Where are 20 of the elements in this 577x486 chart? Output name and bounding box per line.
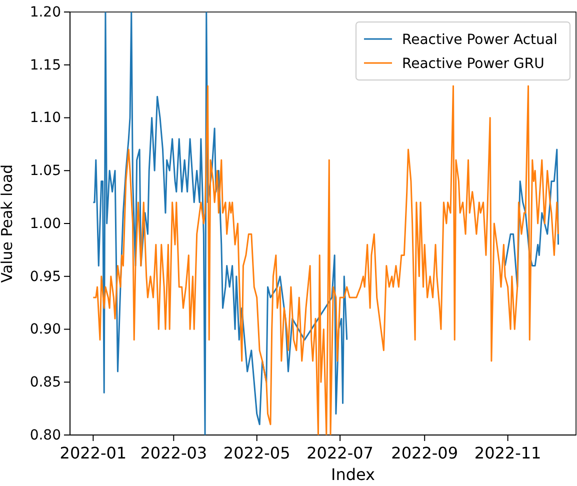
x-axis-title: Index xyxy=(330,465,376,484)
y-tick-label: 0.85 xyxy=(30,374,61,391)
line-series xyxy=(92,85,560,435)
x-tick-label: 2022-03 xyxy=(140,443,208,462)
x-tick-label: 2022-01 xyxy=(60,443,127,462)
legend-label: Reactive Power GRU xyxy=(402,56,544,72)
y-tick-label: 1.15 xyxy=(30,57,61,74)
y-tick-label: 0.90 xyxy=(30,322,61,338)
x-tick-label: 2022-09 xyxy=(391,443,458,462)
x-tick-label: 2022-11 xyxy=(474,443,542,462)
x-tick-label: 2022-07 xyxy=(306,443,374,462)
y-tick-label: 1.10 xyxy=(30,110,61,126)
legend-label: Reactive Power Actual xyxy=(402,32,558,48)
y-tick-label: 0.95 xyxy=(30,268,61,285)
x-tick-label: 2022-05 xyxy=(223,443,290,462)
y-tick-label: 1.05 xyxy=(30,163,61,180)
y-tick-label: 0.80 xyxy=(30,427,61,444)
y-tick-label: 1.20 xyxy=(30,4,61,20)
y-tick-label: 1.00 xyxy=(30,216,61,232)
y-axis-title: Value Peak load xyxy=(0,164,16,283)
